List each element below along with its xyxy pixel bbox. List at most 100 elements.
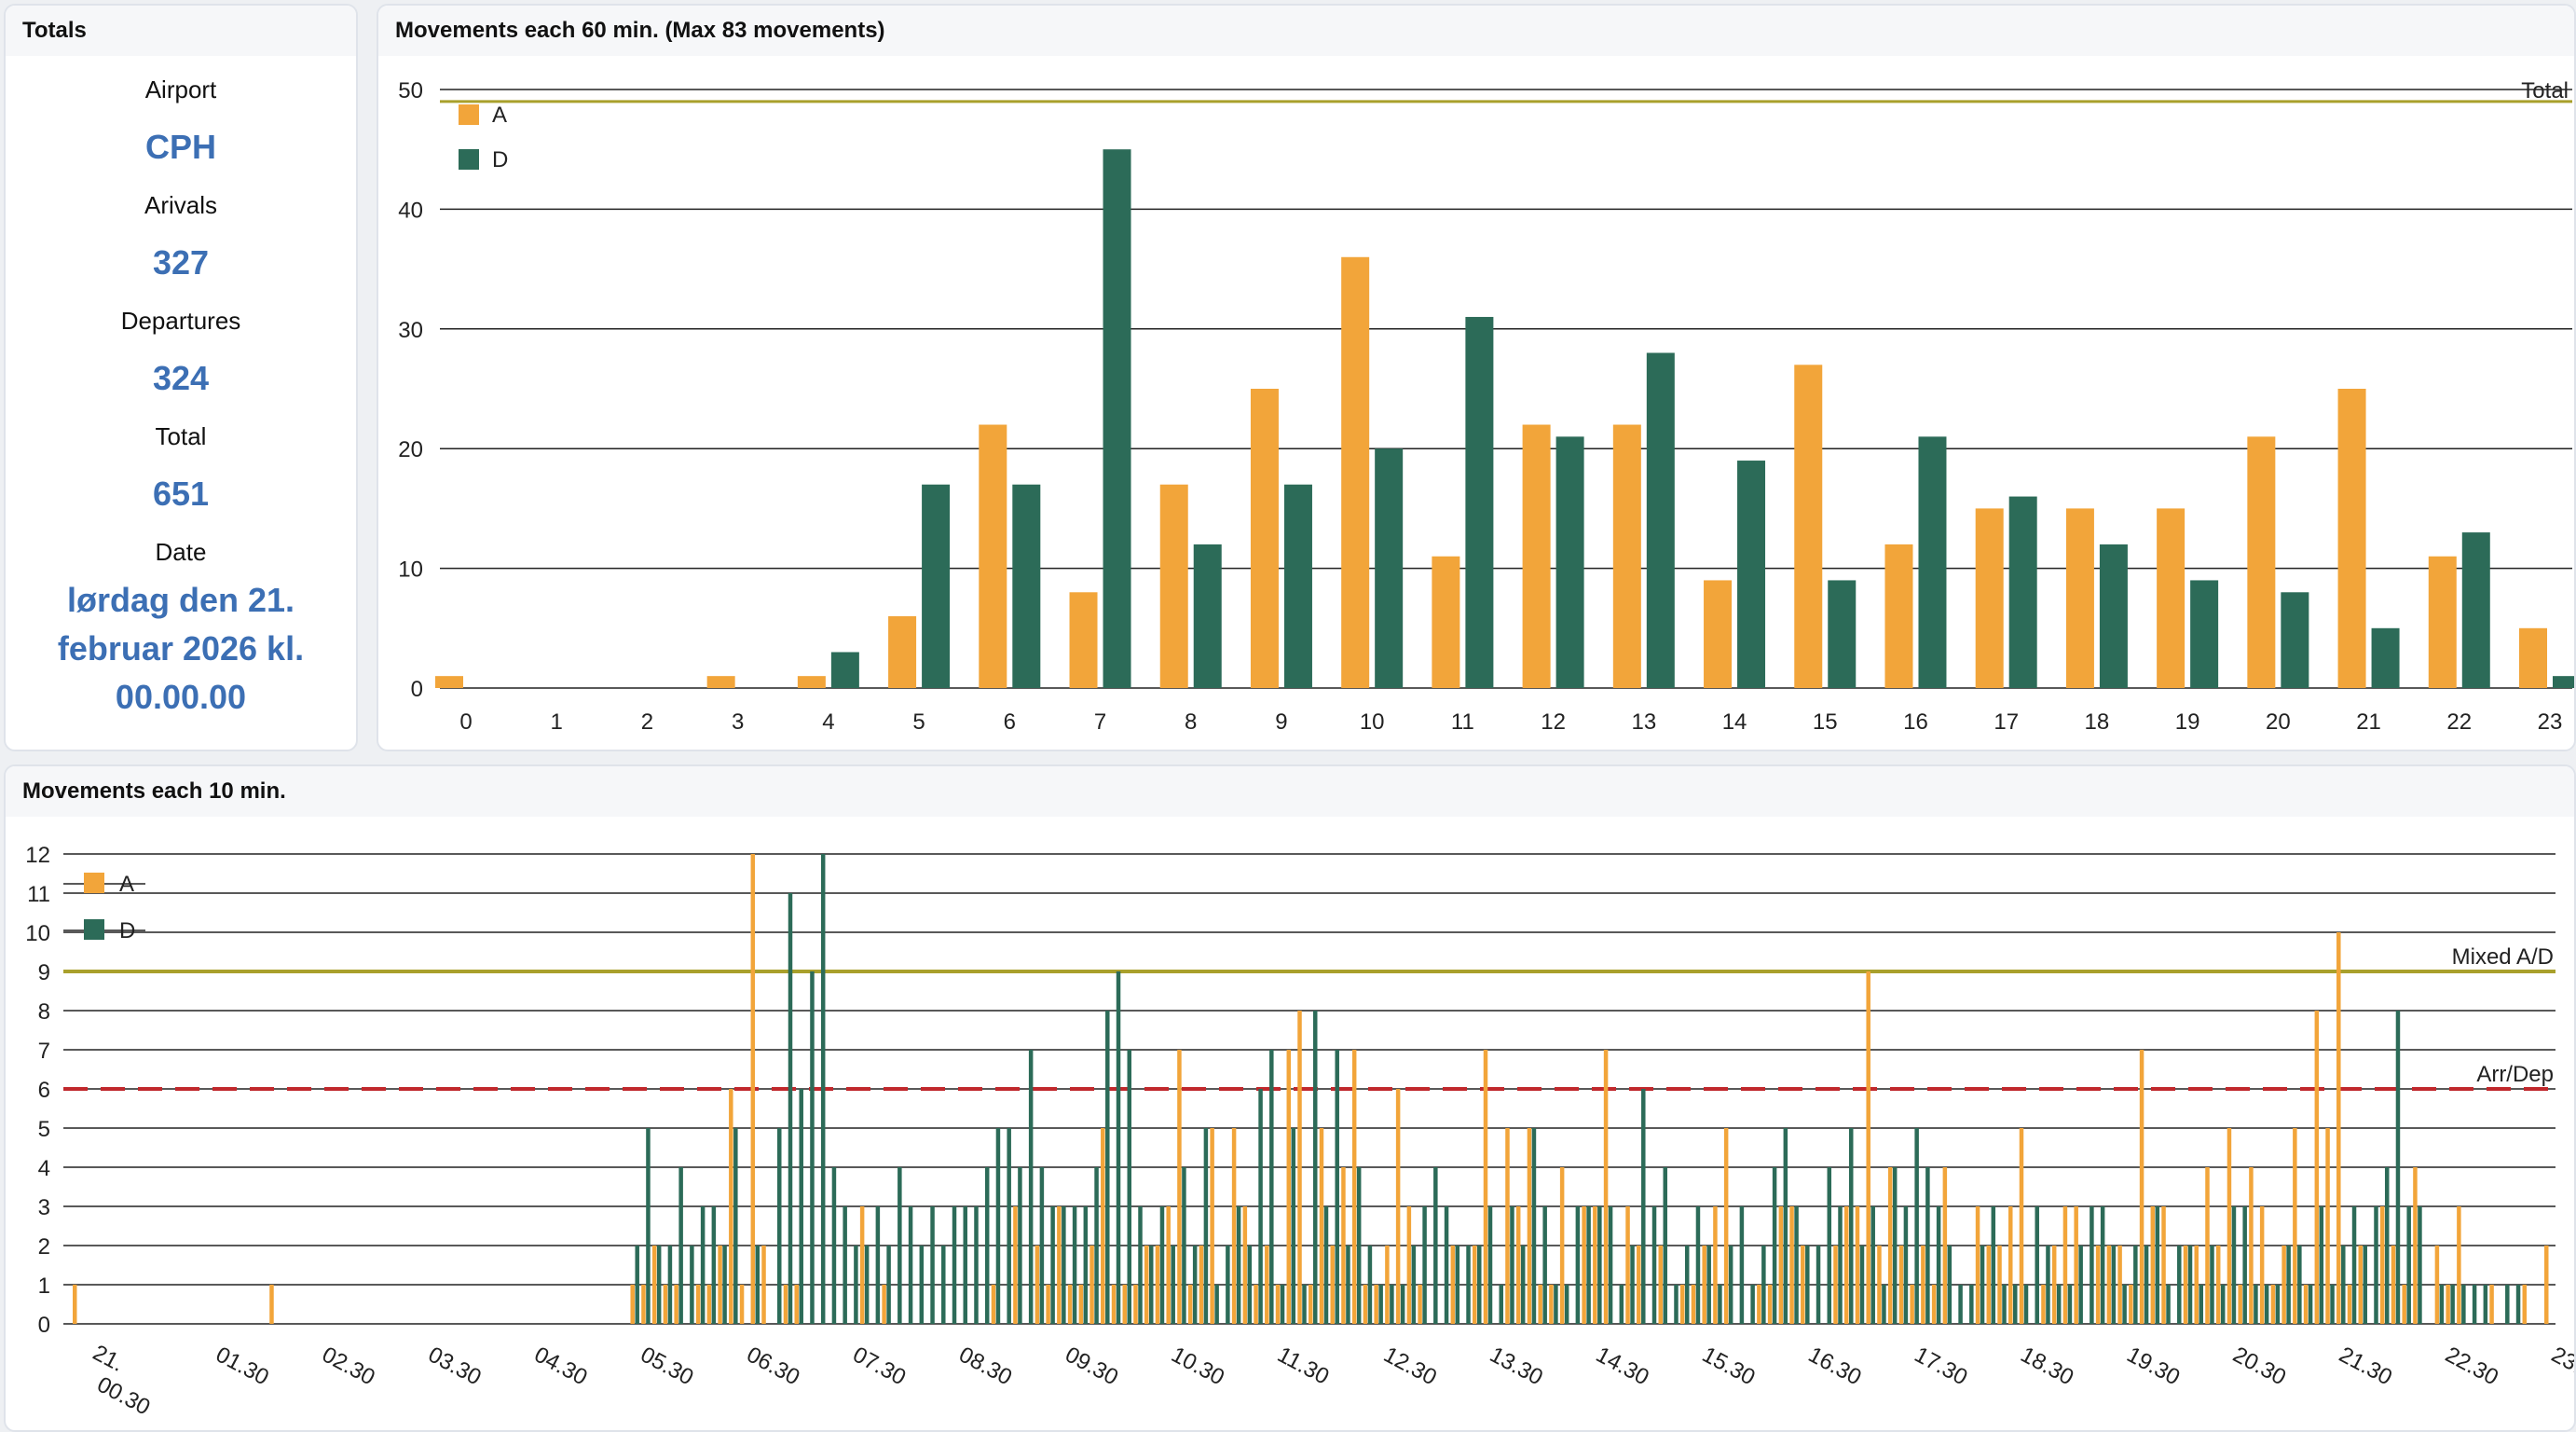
bar-A — [630, 1285, 635, 1324]
bar-D — [2122, 1285, 2127, 1324]
bar-A — [1986, 1246, 1992, 1324]
totals-title: Totals — [6, 6, 356, 56]
bar-A — [1757, 1285, 1761, 1324]
x-tick-label: 2 — [641, 709, 653, 735]
bar-A — [1921, 1246, 1925, 1324]
bar-A — [1975, 1206, 1980, 1324]
bar-D — [2035, 1206, 2039, 1324]
bar-A — [1704, 580, 1733, 688]
bar-A — [2379, 1206, 2385, 1324]
bar-D — [2199, 1285, 2203, 1324]
bar-D — [1302, 1285, 1307, 1324]
y-tick-label: 4 — [38, 1156, 50, 1181]
bar-A — [859, 1206, 865, 1324]
x-tick-label: 15 — [1813, 709, 1838, 735]
bar-A — [1612, 424, 1641, 688]
bar-D — [1346, 1246, 1350, 1324]
bar-A — [641, 1285, 646, 1324]
bar-A — [761, 1246, 766, 1324]
bar-A — [2095, 1246, 2101, 1324]
bar-A — [1473, 1246, 1477, 1324]
x-tick-label: 4 — [822, 709, 834, 735]
bar-D — [1918, 436, 1947, 688]
reference-line-label: Mixed A/D — [2452, 944, 2554, 970]
departures-label: Departures — [120, 307, 241, 335]
bar-D — [678, 1167, 683, 1324]
bar-D — [1499, 1285, 1503, 1324]
bar-D — [1947, 1246, 1953, 1324]
bar-A — [2062, 1206, 2068, 1324]
bar-A — [2139, 1050, 2144, 1324]
legend-label-D: D — [492, 147, 508, 172]
bar-D — [2210, 1246, 2214, 1324]
legend-swatch-A — [84, 873, 104, 893]
bar-D — [963, 1206, 967, 1324]
bar-D — [1422, 1206, 1427, 1324]
bar-A — [1101, 1128, 1105, 1324]
bar-D — [2023, 1285, 2029, 1324]
bar-D — [864, 1246, 870, 1324]
bar-D — [1247, 1246, 1253, 1324]
bar-D — [711, 1206, 717, 1324]
bar-D — [1192, 1246, 1198, 1324]
bar-D — [1531, 1128, 1537, 1324]
bar-D — [1805, 1246, 1810, 1324]
bar-A — [2402, 1285, 2406, 1324]
bar-A — [1319, 1128, 1324, 1324]
bar-D — [2190, 580, 2219, 688]
y-tick-label: 10 — [398, 558, 423, 583]
bar-D — [1072, 1206, 1077, 1324]
bar-A — [1111, 1285, 1117, 1324]
x-tick-label: 23 — [2538, 709, 2563, 735]
bar-A — [1418, 1285, 1422, 1324]
bar-D — [1991, 1206, 1996, 1324]
bar-A — [1767, 1285, 1773, 1324]
bar-D — [1214, 1285, 1219, 1324]
bar-D — [2264, 1285, 2269, 1324]
bar-D — [2231, 1206, 2237, 1324]
bar-D — [799, 1089, 803, 1324]
x-tick-label: 10.30 — [1167, 1342, 1228, 1390]
bar-D — [2363, 1246, 2368, 1324]
bar-D — [1280, 1285, 1285, 1324]
bar-D — [1608, 1206, 1613, 1324]
x-tick-label: 03.30 — [424, 1342, 486, 1390]
bar-A — [1166, 1206, 1171, 1324]
bar-D — [2187, 1246, 2193, 1324]
bar-A — [2413, 1167, 2418, 1324]
bar-D — [2254, 1285, 2258, 1324]
y-tick-label: 9 — [38, 960, 50, 985]
bar-D — [1313, 1011, 1318, 1324]
bar-A — [979, 424, 1007, 688]
bar-D — [2177, 1246, 2182, 1324]
bar-A — [2337, 389, 2366, 688]
bar-A — [663, 1285, 668, 1324]
bar-D — [1925, 1167, 1930, 1324]
bar-D — [2384, 1167, 2390, 1324]
bar-A — [1250, 389, 1279, 688]
bar-A — [2205, 1167, 2210, 1324]
bar-A — [1231, 1128, 1237, 1324]
bar-D — [1684, 1246, 1690, 1324]
x-tick-label: 3 — [732, 709, 744, 735]
bar-D — [922, 484, 951, 688]
bar-D — [2220, 1285, 2226, 1324]
bar-D — [1870, 1206, 1875, 1324]
bar-A — [1122, 1285, 1128, 1324]
bar-D — [995, 1128, 1001, 1324]
x-tick-label: 20.30 — [2228, 1342, 2290, 1390]
bar-D — [1783, 1128, 1788, 1324]
bar-A — [1046, 1285, 1050, 1324]
reference-line-label: Total — [2521, 78, 2569, 103]
bar-D — [1554, 1285, 1558, 1324]
bar-D — [777, 1128, 782, 1324]
bar-A — [1515, 1206, 1521, 1324]
hourly-chart-panel: Movements each 60 min. (Max 83 movements… — [377, 4, 2576, 751]
bar-A — [1593, 1206, 1597, 1324]
bar-D — [908, 1206, 913, 1324]
bar-A — [2303, 1285, 2309, 1324]
bar-D — [656, 1246, 662, 1324]
bar-D — [1193, 544, 1222, 688]
bar-A — [1789, 1206, 1794, 1324]
bar-D — [2275, 1285, 2281, 1324]
